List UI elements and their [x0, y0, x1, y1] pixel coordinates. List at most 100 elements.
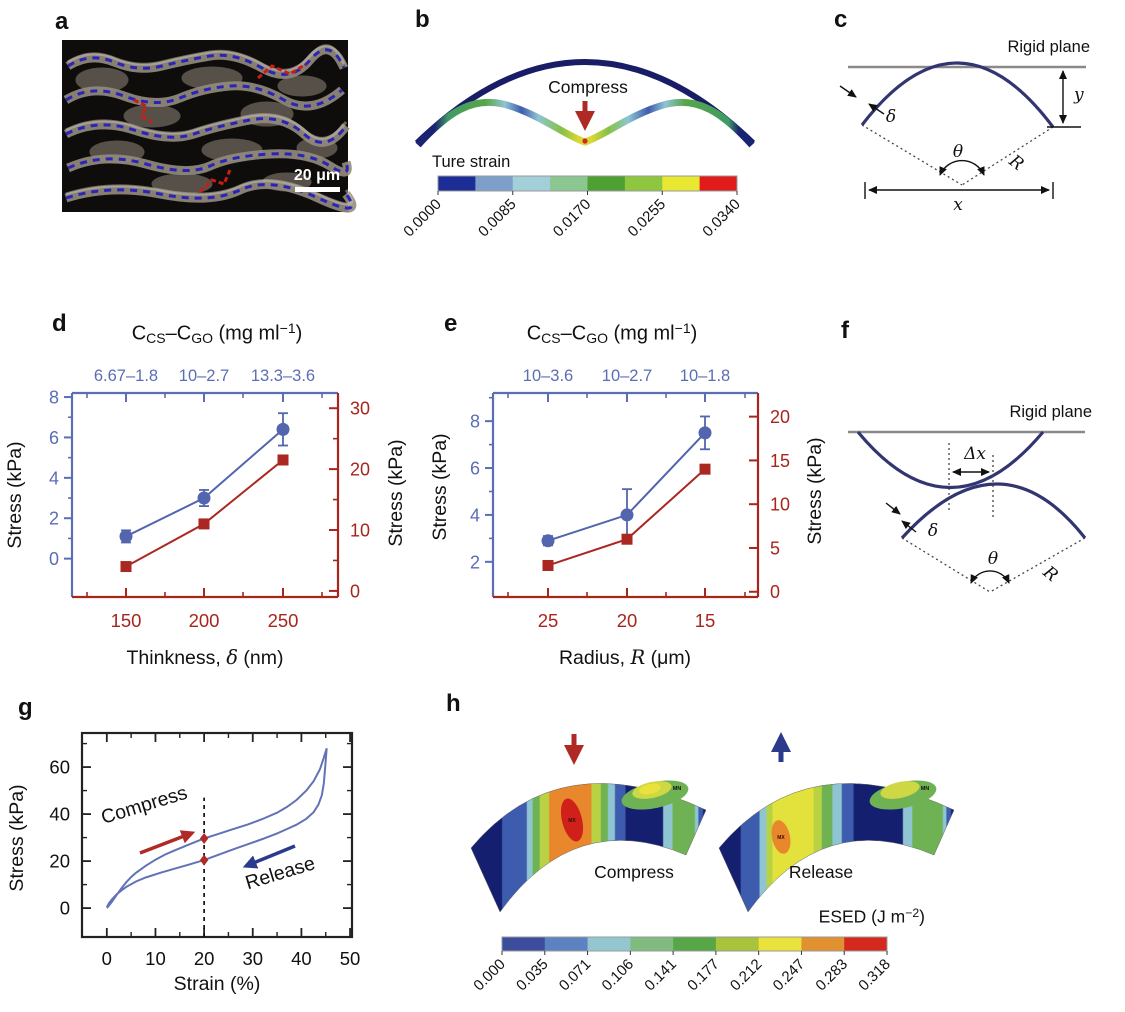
top-axis-label: 10–1.8 — [680, 367, 730, 385]
fem-strain-panel: Compress Ture strain 0.0000 0.0085 0.0170 0… — [400, 59, 756, 240]
rigid-plane-label: Rigid plane — [1009, 403, 1092, 421]
colorbar-tick-label: 0.000 — [470, 956, 509, 995]
theta-angle-arrow — [939, 159, 985, 176]
rigid-plane-label: Rigid plane — [1007, 38, 1090, 56]
data-point-square — [277, 454, 289, 466]
release-label: Release — [789, 862, 853, 882]
left-tick-label: 0 — [49, 549, 59, 569]
chart-e-left-ylabel: Stress (kPa) — [429, 433, 451, 541]
offset-construction-lines — [948, 443, 994, 520]
top-axis-label: 13.3–3.6 — [251, 367, 315, 385]
radius-label: R — [1004, 151, 1027, 175]
top-axis-label: 10–2.7 — [179, 367, 229, 385]
data-point-square — [699, 463, 711, 475]
x-tick-label: 20 — [194, 948, 215, 969]
colorbar-tick-label: 0.0085 — [475, 196, 519, 240]
esed-colorbar-title: ESED (J m−2) — [818, 906, 925, 927]
right-tick-label: 0 — [350, 581, 360, 601]
compress-label: Compress — [594, 862, 674, 882]
arc-shell — [860, 61, 1055, 128]
colorbar-tick-label: 0.0000 — [400, 196, 444, 240]
release-label: Release — [243, 852, 318, 894]
stress-vs-radius-chart: 2 4 6 8 0 5 10 15 20 25 10–3.6 20 10–2.7 15 10–1.8 — [470, 367, 790, 631]
theta-angle-arrow — [970, 570, 1010, 584]
y-tick-label: 0 — [60, 898, 70, 919]
max-esed-spot — [560, 798, 584, 842]
colorbar-tick-label: 0.0255 — [625, 196, 669, 240]
right-tick-label: 20 — [350, 460, 370, 480]
panel-letter-e: e — [444, 310, 458, 337]
esed-contour-panel: MX MN MX MN Compress Release 0.000 0.035 0… — [470, 732, 955, 995]
arc-geometry-diagram: Rigid plane θ R x y δ — [839, 38, 1090, 215]
hysteresis-loop — [105, 748, 328, 909]
y-tick-label: 40 — [49, 804, 70, 825]
data-point-square — [542, 559, 554, 571]
sem-texture — [75, 66, 338, 195]
strain-colorbar: 0.0000 0.0085 0.0170 0.0255 0.0340 — [400, 175, 744, 240]
right-tick-label: 10 — [350, 521, 370, 541]
left-tick-label: 6 — [470, 459, 480, 479]
colorbar-tick-label: 0.0170 — [550, 196, 594, 240]
x-tick-label: 50 — [340, 948, 361, 969]
delta-label: δ — [886, 107, 896, 127]
y-tick-label: 60 — [49, 757, 70, 778]
x-tick-label: 200 — [189, 610, 220, 631]
right-tick-label: 20 — [770, 407, 790, 427]
right-tick-label: 10 — [770, 495, 790, 515]
x-tick-label: 15 — [695, 610, 716, 631]
top-axis-label: 10–2.7 — [602, 367, 652, 385]
colorbar-tick-label: 0.141 — [641, 956, 680, 995]
sem-image: 20 μm — [62, 40, 357, 213]
scale-bar — [295, 187, 340, 192]
lower-arc — [900, 482, 1087, 540]
scale-bar-label: 20 μm — [294, 167, 340, 184]
release-arrow-icon — [242, 844, 296, 869]
arc-contact-diagram: Rigid plane Δx δ θ R — [848, 403, 1092, 593]
panel-letter-c: c — [834, 6, 848, 33]
compress-label: Compress — [99, 782, 191, 829]
marked-point — [199, 854, 209, 866]
compress-label: Compress — [548, 77, 628, 97]
delta-arrow-inner — [901, 520, 917, 533]
chart-e-xlabel: Radius, R (μm) — [558, 646, 692, 669]
mn-label: MN — [921, 786, 930, 792]
data-point-circle — [197, 491, 211, 505]
left-tick-label: 6 — [49, 428, 59, 448]
panel-letter-d: d — [52, 310, 67, 337]
x-tick-label: 150 — [111, 610, 142, 631]
esed-colorbar: 0.000 0.035 0.071 0.106 0.141 0.177 0.212 0.247… — [470, 936, 894, 995]
upper-arc — [856, 430, 1045, 490]
chart-d-title: CCS–CGO (mg ml−1) — [131, 320, 303, 346]
delta-arrow-outer — [839, 85, 857, 98]
colorbar-tick-label: 0.318 — [855, 956, 894, 995]
chart-e-title: CCS–CGO (mg ml−1) — [526, 320, 698, 346]
colorbar-tick-label: 0.177 — [684, 956, 723, 995]
right-tick-label: 0 — [770, 582, 780, 602]
x-tick-label: 30 — [242, 948, 263, 969]
stress-strain-chart: 0 10 20 30 40 50 0 20 40 60 Compress Release — [49, 731, 361, 969]
panel-letter-a: a — [55, 8, 69, 35]
y-label: y — [1073, 85, 1084, 105]
data-point-circle — [698, 426, 712, 440]
left-tick-label: 4 — [49, 468, 59, 488]
layer-trace-lines — [65, 48, 354, 210]
colorbar-tick-label: 0.212 — [727, 956, 766, 995]
data-point-square — [120, 561, 132, 573]
release-ribbon: MX MN — [718, 780, 955, 913]
mn-label: MN — [673, 786, 682, 792]
delta-arrow-outer — [885, 502, 901, 515]
data-point-square — [621, 533, 633, 545]
sem-highlights — [65, 44, 354, 206]
panel-letter-h: h — [446, 690, 461, 717]
panel-letter-g: g — [18, 694, 33, 721]
chart-d-left-ylabel: Stress (kPa) — [4, 441, 26, 549]
chart-g-xlabel: Strain (%) — [173, 973, 261, 995]
x-tick-label: 10 — [145, 948, 166, 969]
delta-label: δ — [928, 521, 938, 541]
marked-point — [199, 833, 209, 845]
mx-label: MX — [568, 818, 576, 824]
left-tick-label: 4 — [470, 505, 480, 525]
theta-label: θ — [988, 549, 998, 569]
colorbar-tick-label: 0.106 — [599, 956, 638, 995]
